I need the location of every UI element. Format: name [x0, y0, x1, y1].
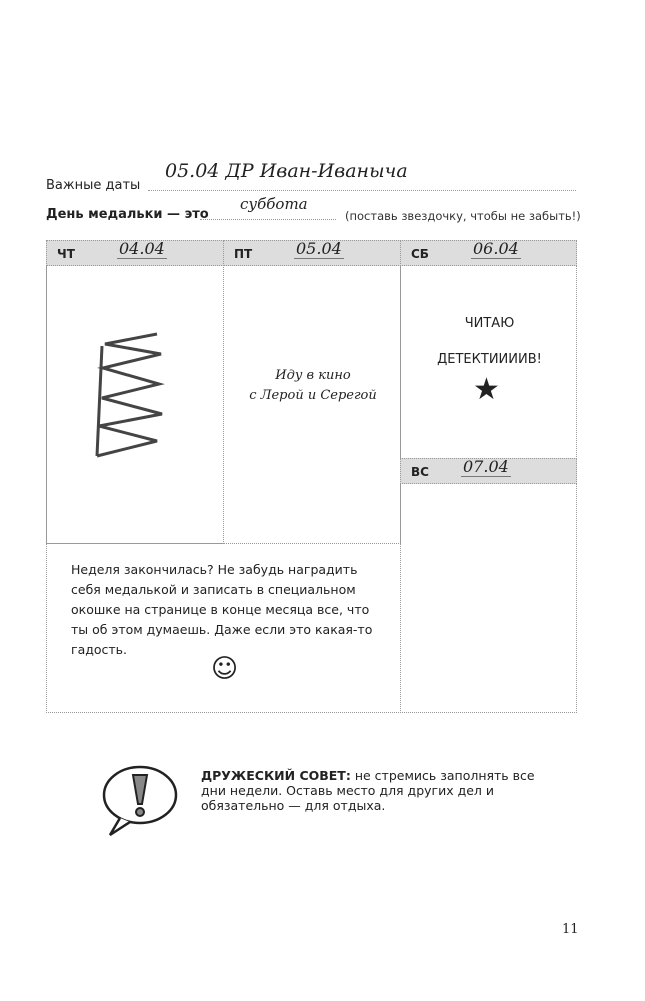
day-name: СБ: [411, 247, 429, 261]
exclamation-bubble-icon: [102, 765, 178, 837]
day-cell-sat[interactable]: ЧИТАЮ ДЕТЕКТИИИИВ! ★: [400, 265, 577, 459]
day-name: ЧТ: [57, 247, 75, 261]
day-date: 06.04: [471, 239, 521, 259]
week-end-box: Неделя закончилась? Не забудь наградить …: [46, 543, 401, 713]
day-date: 04.04: [117, 239, 167, 259]
day-date: 05.04: [294, 239, 344, 259]
week-end-note: Неделя закончилась? Не забудь наградить …: [71, 562, 373, 657]
page-number: 11: [562, 922, 579, 937]
note-line: с Лерой и Серегой: [249, 388, 377, 403]
scribble-drawing: [95, 332, 165, 458]
medal-day-value: суббота: [240, 195, 308, 213]
day-header-sat: СБ 06.04: [400, 239, 577, 266]
medal-day-hint: (поставь звездочку, чтобы не забыть!): [345, 209, 581, 223]
day-header-sun: ВС 07.04: [400, 457, 577, 484]
important-dates-line: [148, 190, 576, 191]
day-name: ВС: [411, 465, 429, 479]
important-dates-value: 05.04 ДР Иван-Иваныча: [165, 160, 408, 182]
note-line: ДЕТЕКТИИИИВ!: [437, 352, 542, 367]
medal-day-line: [200, 219, 336, 220]
star-icon: ★: [473, 372, 500, 407]
day-header-fri: ПТ 05.04: [223, 239, 401, 266]
day-header-thu: ЧТ 04.04: [46, 239, 224, 266]
day-date: 07.04: [461, 457, 511, 477]
day-name: ПТ: [234, 247, 253, 261]
day-cell-sun[interactable]: [400, 483, 577, 713]
medal-day-label: День медальки — это: [46, 207, 209, 222]
note-line: ЧИТАЮ: [464, 316, 515, 331]
advice-body: не стремись заполнять все дни недели. Ос…: [201, 768, 535, 813]
advice-title: ДРУЖЕСКИЙ СОВЕТ:: [201, 768, 351, 783]
note-line: Иду в кино: [275, 368, 351, 383]
important-dates-label: Важные даты: [46, 178, 141, 193]
day-cell-fri[interactable]: Иду в кино с Лерой и Серегой: [223, 265, 401, 544]
day-cell-thu[interactable]: [46, 265, 224, 544]
smiley-icon: ☺: [211, 654, 239, 684]
advice-text: ДРУЖЕСКИЙ СОВЕТ: не стремись заполнять в…: [201, 768, 541, 813]
